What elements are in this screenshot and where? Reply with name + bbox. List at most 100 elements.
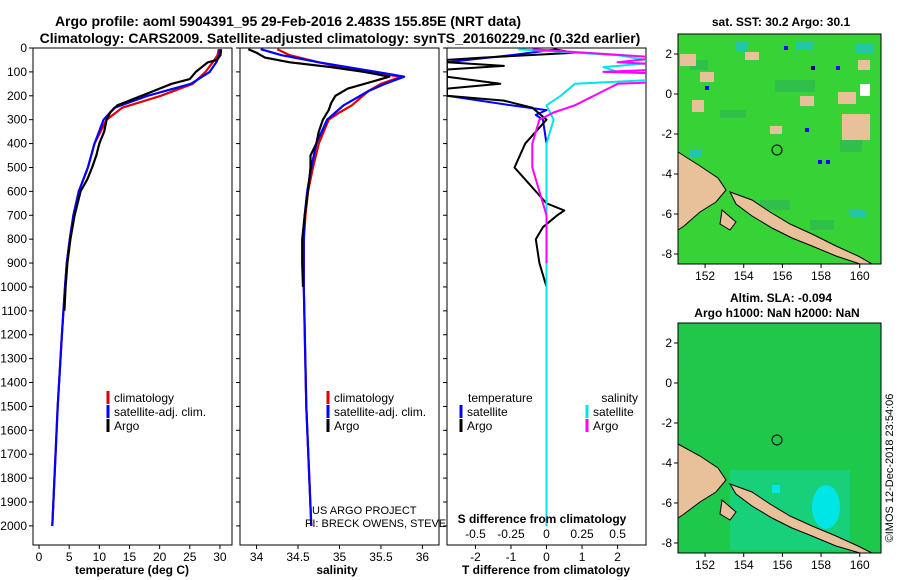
sst-map-frame [677,33,882,265]
x-tick-label: 34.5 [286,550,310,564]
sst-argo-position-marker [771,144,783,156]
x-tick-label: -1 [506,550,517,564]
map-y-tick-label: 0 [665,376,672,390]
imos-credit: ©IMOS 12-Dec-2018 23:54:06 [884,394,896,543]
sla-map-high-anomaly [812,485,840,529]
map-y-tick-label: -6 [661,496,672,510]
y-tick-label: 600 [7,184,27,198]
sla-map-panel: Altim. SLA: -0.094 Argo h1000: NaN h2000… [661,291,882,572]
map-y-tick-label: -2 [661,127,672,141]
x-tick-label: 30 [213,550,227,564]
legend-satellite-label: satellite-adj. clim. [334,405,426,419]
x-tick-label: 15 [123,550,137,564]
y-tick-label: 1400 [0,376,27,390]
y-tick-label: 1700 [0,447,27,461]
temperature-legend: climatology satellite-adj. clim. Argo [106,391,206,433]
map-y-tick-label: 2 [665,47,672,61]
x-tick-label: 0 [543,550,550,564]
map-y-tick-label: 2 [665,336,672,350]
difference-xlabel: T difference from climatology [462,563,630,577]
y-tick-label: 1800 [0,471,27,485]
x-tick-label: 25 [183,550,197,564]
legend-satellite-label: satellite-adj. clim. [114,405,206,419]
x-tick-label: 1 [579,550,586,564]
map-x-tick-label: 156 [772,558,792,572]
y-tick-label: 300 [7,113,27,127]
series-line-satellite-adj.-clim. [260,48,406,526]
x-tick-label: 35 [333,550,347,564]
legend-climatology-label: climatology [114,391,174,405]
secondary-x-tick-label: 0 [543,527,550,541]
map-x-tick-label: 152 [695,269,715,283]
salinity-legend: climatology satellite-adj. clim. Argo [326,391,426,433]
y-tick-label: 1200 [0,328,27,342]
difference-axis-ticks: -2 -1 0 1 2 -0.5 -0.25 0 0.25 0.5 [443,47,626,564]
map-x-tick-label: 156 [772,269,792,283]
legend-temp-satellite-label: satellite [467,405,508,419]
map-y-tick-label: -8 [661,247,672,261]
legend-climatology-label: climatology [334,391,394,405]
y-tick-label: 100 [7,65,27,79]
y-tick-label: 500 [7,160,27,174]
series-line-Argo [63,49,223,311]
series-line-Argo [247,48,391,287]
temperature-panel: 0 5 10 15 20 25 300100200300400500600700800900… [0,41,233,577]
temperature-lines [51,48,223,526]
x-tick-label: 5 [66,550,73,564]
difference-legend: temperature satellite Argo salinity sate… [459,391,638,433]
x-tick-label: 36 [416,550,430,564]
secondary-x-tick-label: -0.25 [497,527,525,541]
y-tick-label: 700 [7,208,27,222]
legend-argo-label: Argo [114,419,140,433]
y-tick-label: 1000 [0,280,27,294]
temperature-axes-box [32,47,233,546]
map-x-tick-label: 160 [850,558,870,572]
x-tick-label: 10 [93,550,107,564]
sla-argo-position-marker [771,434,783,446]
legend-sal-satellite-label: satellite [593,405,634,419]
salinity-xlabel: salinity [316,563,358,577]
y-tick-label: 1300 [0,352,27,366]
credit-line1: US ARGO PROJECT [312,505,417,517]
sla-map-texture-upper [678,323,881,433]
y-tick-label: 200 [7,89,27,103]
map-x-tick-label: 158 [811,558,831,572]
map-y-tick-label: -4 [661,167,672,181]
map-y-tick-label: -4 [661,456,672,470]
sst-map-title: sat. SST: 30.2 Argo: 30.1 [712,15,851,29]
salinity-axes-box [239,47,440,546]
y-tick-label: 2000 [0,519,27,533]
x-tick-label: -2 [470,550,481,564]
map-x-tick-label: 158 [811,269,831,283]
y-tick-label: 1100 [1,304,27,318]
legend-salinity-title: salinity [601,391,638,405]
legend-argo-label: Argo [334,419,360,433]
map-y-tick-label: 0 [665,87,672,101]
sla-map-axis-ticks: 152 154 156 158 160 2 0 -2 -4 -6 -8 [661,336,870,572]
legend-sal-argo-label: Argo [593,419,619,433]
legend-temp-argo-label: Argo [467,419,493,433]
secondary-x-tick-label: 0.25 [570,527,594,541]
map-x-tick-label: 160 [850,269,870,283]
sla-map-subtitle: Argo h1000: NaN h2000: NaN [694,306,859,320]
series-line-salinity-Argo [531,48,646,263]
y-tick-label: 1900 [0,495,27,509]
title-line2: Climatology: CARS2009. Satellite-adjuste… [40,30,641,46]
x-tick-label: 35.5 [369,550,393,564]
map-y-tick-label: -2 [661,416,672,430]
map-x-tick-label: 152 [695,558,715,572]
y-tick-label: 0 [20,41,27,55]
salinity-panel: 34 34.5 35 35.5 36 salinity climatology sate… [236,47,562,577]
salinity-axis-ticks: 34 34.5 35 35.5 36 [236,47,430,564]
salinity-lines [247,48,406,526]
secondary-x-tick-label: -0.5 [465,527,486,541]
legend-temperature-title: temperature [468,391,533,405]
x-tick-label: 34 [250,550,264,564]
sla-map-frame [677,322,882,554]
x-tick-label: 20 [153,550,167,564]
y-tick-label: 400 [7,137,27,151]
sst-map-panel: sat. SST: 30.2 Argo: 30.1 [661,15,882,283]
series-line-temperature-Argo [447,48,576,288]
sla-map-title: Altim. SLA: -0.094 [730,291,832,305]
